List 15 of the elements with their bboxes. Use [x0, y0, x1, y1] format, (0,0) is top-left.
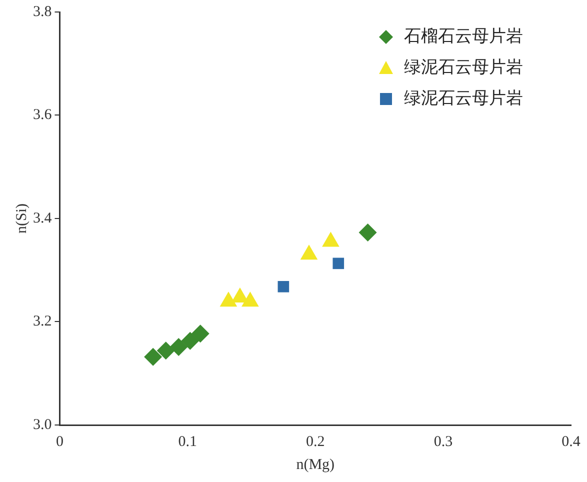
x-tick-label: 0.1: [178, 434, 197, 450]
x-tick-label: 0.3: [434, 434, 453, 450]
x-tick-label: 0: [56, 434, 64, 450]
y-tick-label: 3.8: [33, 4, 52, 20]
x-tick-label: 0.2: [306, 434, 325, 450]
legend-label: 石榴石云母片岩: [404, 26, 523, 46]
y-tick-label: 3.0: [33, 416, 52, 433]
legend-label: 绿泥石云母片岩: [404, 88, 523, 108]
y-tick-label: 3.6: [33, 107, 52, 124]
y-tick-label: 3.2: [33, 314, 52, 330]
x-tick-label: 0.4: [562, 434, 581, 450]
y-axis-title: n(Si): [14, 203, 30, 234]
y-tick-label: 3.4: [33, 210, 52, 226]
x-axis-title: n(Mg): [296, 456, 335, 473]
legend-label: 绿泥石云母片岩: [404, 57, 523, 78]
